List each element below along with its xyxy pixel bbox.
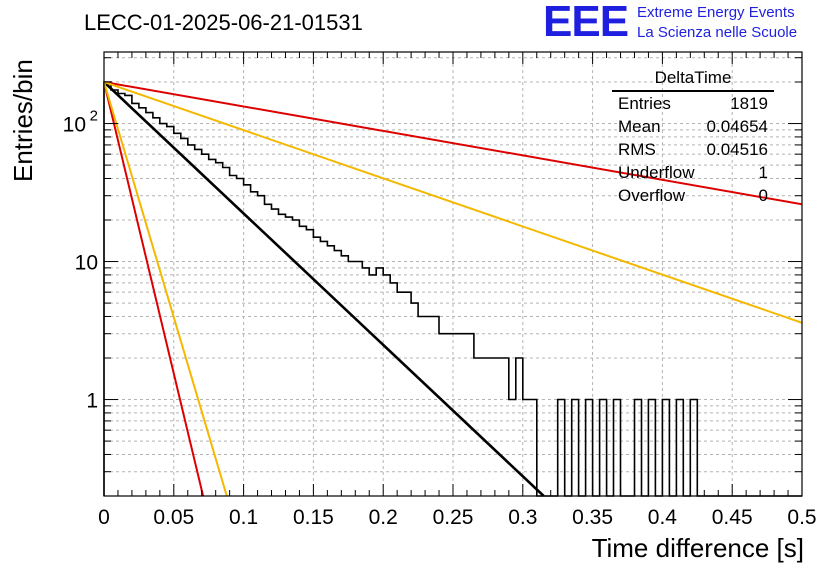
stats-box: DeltaTime Entries 1819 Mean 0.04654 RMS …	[610, 68, 780, 207]
fit-line	[104, 81, 228, 496]
x-tick-label: 0.3	[508, 506, 537, 529]
y-tick-exponent: 2	[90, 108, 98, 125]
stats-row-underflow: Underflow 1	[610, 161, 780, 184]
histogram-bars	[103, 81, 802, 497]
fit-line	[104, 81, 545, 496]
x-tick-label: 0.4	[648, 506, 678, 529]
stats-label: Underflow	[618, 163, 695, 182]
chart-title: LECC-01-2025-06-21-01531	[84, 10, 363, 35]
x-tick-label: 0.25	[433, 506, 474, 529]
stats-label: Mean	[618, 117, 661, 136]
stats-value: 0	[758, 186, 768, 205]
eee-logo: EEE Extreme Energy Events La Scienza nel…	[543, 0, 833, 46]
stats-row-mean: Mean 0.04654	[610, 115, 780, 138]
y-axis-label: Entries/bin	[8, 59, 38, 182]
stats-title: DeltaTime	[612, 68, 774, 92]
x-tick-label: 0.05	[153, 506, 194, 529]
stats-value: 0.04516	[706, 140, 768, 159]
stats-row-overflow: Overflow 0	[610, 184, 780, 207]
x-tick-label: 0.5	[787, 506, 816, 529]
stats-value: 1819	[730, 94, 768, 113]
logo-line-1: Extreme Energy Events	[637, 4, 795, 21]
x-tick-label: 0	[98, 506, 110, 529]
stats-value: 0.04654	[706, 117, 768, 136]
stats-value: 1	[758, 163, 768, 182]
y-tick-label: 10	[63, 114, 86, 137]
stats-label: Entries	[618, 94, 671, 113]
x-axis-label: Time difference [s]	[591, 533, 804, 563]
eee-logo-mark: EEE	[543, 0, 629, 46]
stats-row-entries: Entries 1819	[610, 92, 780, 115]
stats-label: RMS	[618, 140, 656, 159]
fit-line	[104, 81, 205, 496]
fit-line	[104, 81, 802, 324]
x-tick-label: 0.45	[712, 506, 753, 529]
fit-line	[104, 81, 802, 206]
logo-line-2: La Scienza nelle Scuole	[637, 24, 798, 41]
y-tick-label: 1	[86, 390, 98, 413]
stats-row-rms: RMS 0.04516	[610, 138, 780, 161]
stats-label: Overflow	[618, 186, 686, 205]
x-tick-label: 0.35	[572, 506, 613, 529]
x-tick-label: 0.2	[369, 506, 398, 529]
x-tick-label: 0.1	[229, 506, 258, 529]
y-tick-label: 10	[75, 252, 98, 275]
x-tick-label: 0.15	[293, 506, 334, 529]
